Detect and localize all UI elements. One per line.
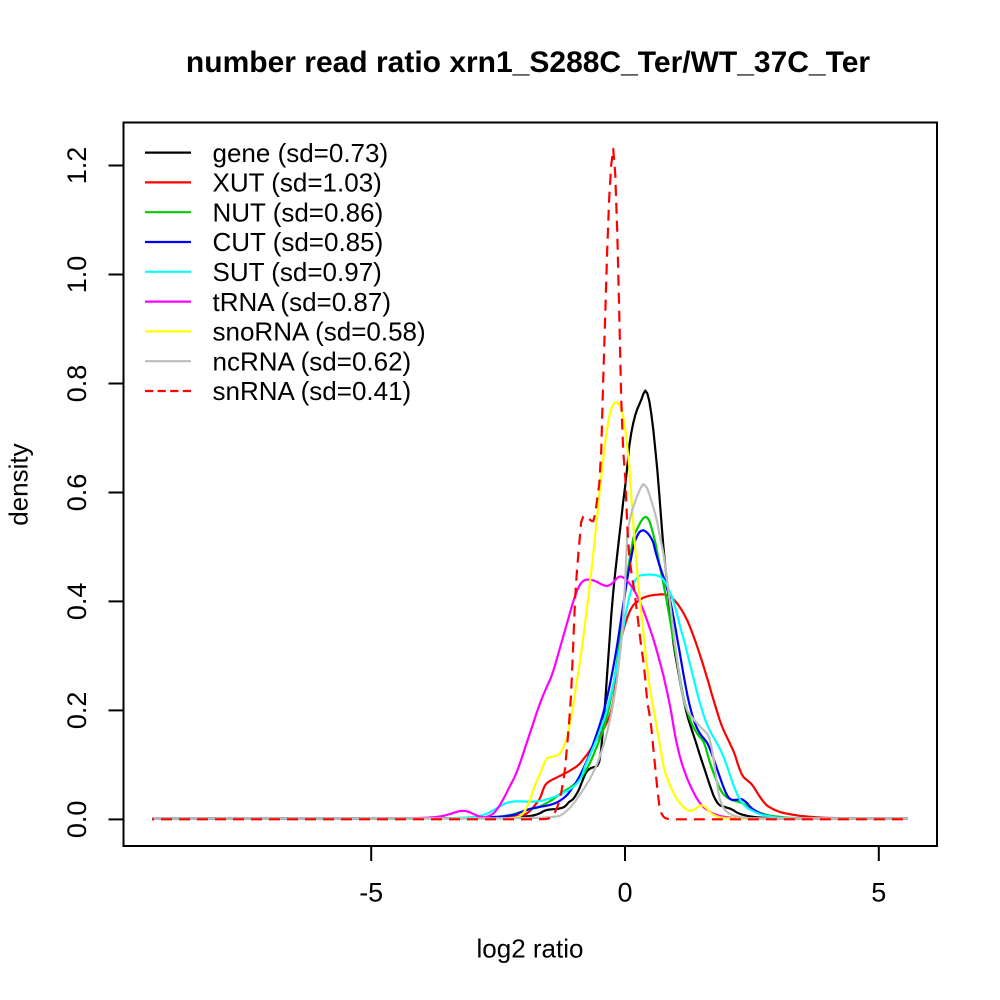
svg-text:0.8: 0.8 [62, 365, 92, 403]
svg-text:XUT (sd=1.03): XUT (sd=1.03) [213, 168, 382, 198]
svg-text:1.2: 1.2 [62, 147, 92, 185]
svg-text:SUT (sd=0.97): SUT (sd=0.97) [213, 257, 382, 287]
svg-text:density: density [4, 443, 34, 525]
svg-text:ncRNA (sd=0.62): ncRNA (sd=0.62) [213, 346, 412, 376]
svg-text:gene (sd=0.73): gene (sd=0.73) [213, 138, 389, 168]
svg-text:0.0: 0.0 [62, 801, 92, 839]
svg-text:0.6: 0.6 [62, 474, 92, 512]
svg-text:tRNA (sd=0.87): tRNA (sd=0.87) [213, 287, 391, 317]
svg-text:1.0: 1.0 [62, 256, 92, 294]
svg-text:0.4: 0.4 [62, 583, 92, 621]
svg-text:CUT (sd=0.85): CUT (sd=0.85) [213, 227, 384, 257]
svg-text:-5: -5 [359, 878, 383, 908]
svg-text:number read ratio xrn1_S288C_T: number read ratio xrn1_S288C_Ter/WT_37C_… [186, 46, 870, 79]
svg-text:0.2: 0.2 [62, 692, 92, 730]
svg-text:5: 5 [871, 878, 886, 908]
svg-text:log2 ratio: log2 ratio [477, 934, 584, 964]
svg-text:NUT (sd=0.86): NUT (sd=0.86) [213, 197, 384, 227]
svg-text:snoRNA (sd=0.58): snoRNA (sd=0.58) [213, 317, 426, 347]
svg-text:0: 0 [617, 878, 632, 908]
svg-text:snRNA (sd=0.41): snRNA (sd=0.41) [213, 376, 412, 406]
